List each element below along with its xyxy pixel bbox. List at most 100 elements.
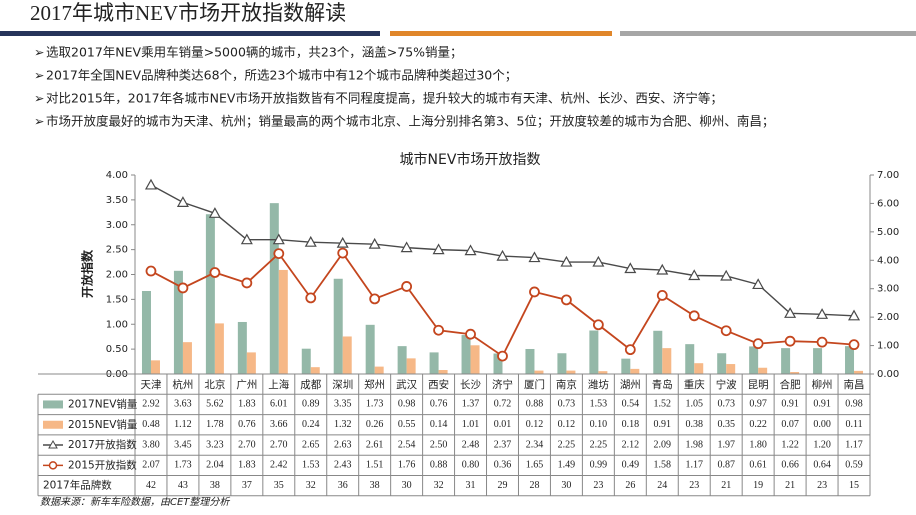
x-tick-label: 潍坊 (588, 378, 609, 391)
table-cell: 19 (753, 480, 763, 491)
bullet: 2017年全国NEV品牌种类达68个，所选23个城市中有12个城市品牌种类超过3… (46, 68, 517, 83)
table-cell: 0.98 (845, 399, 863, 410)
line-marker (178, 197, 188, 206)
y-tick-label: 3.00 (106, 220, 128, 231)
table-cell: 38 (370, 480, 380, 491)
line-marker (850, 340, 859, 349)
line-marker (498, 352, 507, 361)
table-cell: 0.91 (781, 399, 799, 410)
table-cell: 24 (657, 480, 667, 491)
table-cell: 1.17 (845, 439, 863, 450)
bullet-arrow: ➢ (34, 68, 44, 83)
table-cell: 0.80 (462, 460, 480, 471)
table-cell: 0.48 (142, 419, 160, 430)
bar (334, 279, 343, 374)
table-cell: 0.07 (781, 419, 799, 430)
bullet: 选取2017年NEV乘用车销量>5000辆的城市，共23个，涵盖>75%销量； (46, 45, 463, 60)
bar (183, 342, 192, 374)
y2-tick-label: 0.00 (877, 369, 899, 380)
table-cell: 5.62 (206, 399, 224, 410)
bullet-arrow: ➢ (34, 91, 44, 106)
table-cell: 0.55 (398, 419, 416, 430)
bar (407, 358, 416, 374)
table-cell: 32 (434, 480, 444, 491)
y2-tick-label: 6.00 (877, 198, 899, 209)
table-cell: 3.23 (206, 439, 224, 450)
table-cell: 32 (306, 480, 316, 491)
x-tick-label: 天津 (140, 379, 161, 391)
x-tick-label: 长沙 (460, 379, 481, 391)
bar (758, 368, 767, 374)
bar (366, 325, 375, 374)
table-cell: 3.35 (334, 399, 352, 410)
table-cell: 1.51 (366, 460, 384, 471)
bullet-arrow: ➢ (34, 45, 44, 60)
y-axis-label: 开放指数 (80, 249, 95, 298)
x-tick-label: 广州 (236, 379, 257, 391)
table-cell: 0.73 (717, 399, 735, 410)
table-cell: 0.64 (813, 460, 831, 471)
table-cell: 0.97 (749, 399, 767, 410)
bar (534, 371, 543, 374)
bullets: ➢ 选取2017年NEV乘用车销量>5000辆的城市，共23个，涵盖>75%销量… (34, 45, 774, 129)
bar (311, 367, 320, 374)
line-marker (530, 287, 539, 296)
table-cell: 1.17 (685, 460, 703, 471)
table-cell: 0.38 (685, 419, 703, 430)
line-marker (818, 338, 827, 347)
table-cell: 1.49 (558, 460, 576, 471)
line-marker (338, 249, 347, 258)
line (151, 253, 854, 356)
y2-tick-label: 2.00 (877, 312, 899, 323)
line-marker (786, 337, 795, 346)
table-cell: 1.32 (334, 419, 352, 430)
table-cell: 3.66 (270, 419, 288, 430)
bar (685, 344, 694, 374)
table-cell: 0.72 (494, 399, 512, 410)
table-cell: 15 (849, 480, 859, 491)
line-marker (274, 249, 283, 258)
table-cell: 2.70 (270, 439, 288, 450)
bar (566, 371, 575, 374)
table-cell: 2.70 (238, 439, 256, 450)
table-cell: 3.45 (174, 439, 192, 450)
bar (471, 345, 480, 374)
slide-title: 2017年城市NEV市场开放指数解读 (30, 1, 346, 25)
y2-tick-label: 7.00 (877, 170, 899, 181)
y2-tick-label: 5.00 (877, 227, 899, 238)
line-marker (306, 293, 315, 302)
table-cell: 0.14 (430, 419, 448, 430)
x-tick-label: 宁波 (716, 378, 737, 391)
table-cell: 0.59 (845, 460, 863, 471)
table-cell: 6.01 (270, 399, 288, 410)
y-tick-label: 1.00 (106, 319, 128, 330)
bar (302, 349, 311, 374)
legend-swatch (43, 400, 63, 408)
bar (813, 348, 822, 374)
table-cell: 0.73 (558, 399, 576, 410)
table-cell: 3.80 (142, 439, 160, 450)
table-cell: 2.42 (270, 460, 288, 471)
table-cell: 2.50 (430, 439, 448, 450)
table-cell: 0.18 (622, 419, 640, 430)
table-cell: 1.76 (398, 460, 416, 471)
y-tick-label: 0.50 (106, 344, 128, 355)
table-cell: 0.22 (749, 419, 767, 430)
table-cell: 1.01 (462, 419, 480, 430)
line-marker (626, 345, 635, 354)
header-bar (0, 31, 380, 36)
table-cell: 3.63 (174, 399, 192, 410)
table-cell: 0.11 (845, 419, 862, 430)
table-cell: 2.37 (494, 439, 512, 450)
legend-label: 2017NEV销量 (68, 397, 138, 410)
table-cell: 0.36 (494, 460, 512, 471)
bar (151, 360, 160, 374)
table-cell: 0.12 (526, 419, 544, 430)
table-cell: 2.65 (302, 439, 320, 450)
bar (694, 363, 703, 374)
table-cell: 23 (689, 480, 699, 491)
table-cell: 35 (274, 480, 284, 491)
table-cell: 2.48 (462, 439, 480, 450)
table-cell: 0.01 (494, 419, 512, 430)
table-cell: 26 (625, 480, 635, 491)
